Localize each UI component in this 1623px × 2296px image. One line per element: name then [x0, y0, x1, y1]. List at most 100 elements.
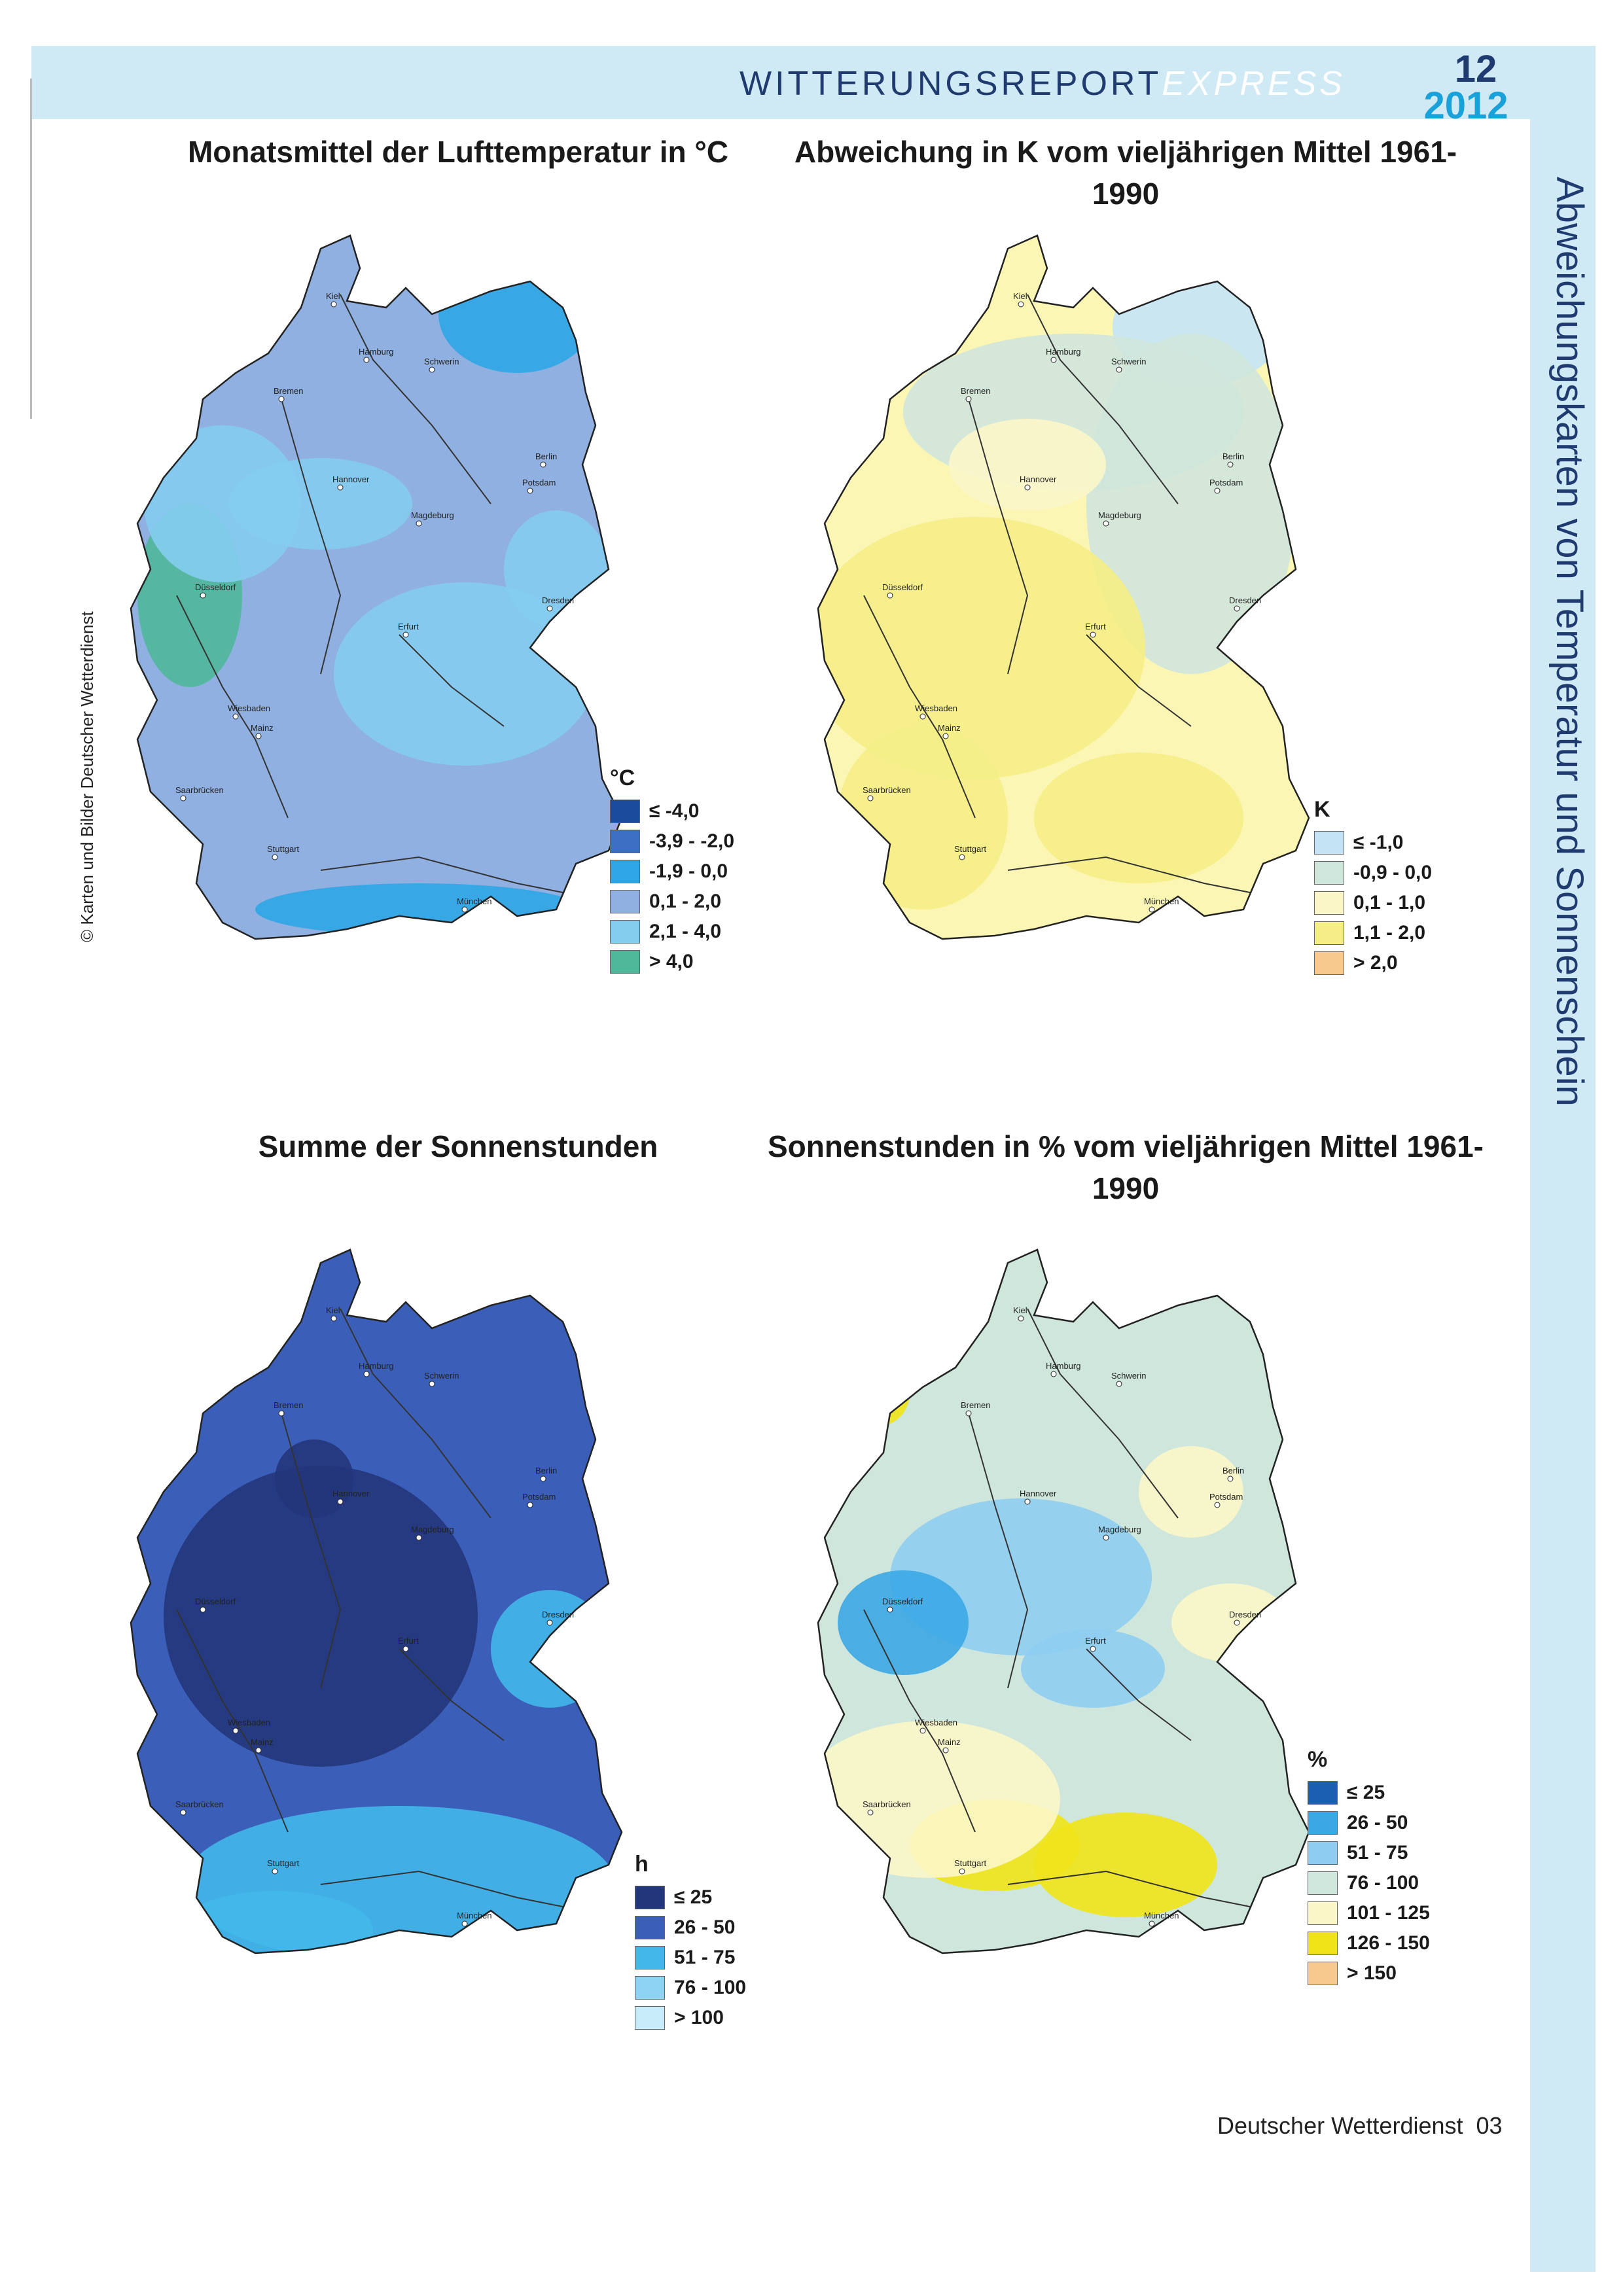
value-region	[838, 1570, 969, 1675]
value-region	[164, 1466, 478, 1767]
city-marker	[272, 1868, 278, 1875]
country-border	[130, 1248, 623, 1954]
city-label: Hamburg	[1046, 347, 1080, 357]
report-title-suffix: EXPRESS	[1162, 65, 1346, 103]
value-region	[491, 1590, 609, 1708]
legend-swatch	[610, 890, 640, 913]
city-label: Stuttgart	[267, 1858, 300, 1868]
city-label: Wiesbaden	[915, 1718, 957, 1727]
city-marker	[402, 631, 409, 638]
city-label: Wiesbaden	[228, 703, 270, 713]
legend-item: 51 - 75	[635, 1943, 746, 1973]
sunshine-map: Kiel Hamburg Schwerin Bremen Berlin Potsdam Ha…	[130, 1248, 623, 1954]
report-title: WITTERUNGSREPORTEXPRESS	[740, 64, 1346, 103]
legend-item: 26 - 50	[635, 1913, 746, 1943]
city-label: Hannover	[332, 474, 370, 484]
legend-swatch	[1308, 1901, 1338, 1925]
city-label: Saarbrücken	[863, 1799, 911, 1809]
city-marker	[330, 301, 337, 308]
value-region	[177, 1891, 373, 1953]
city-label: Schwerin	[1111, 1371, 1146, 1381]
legend-item: 51 - 75	[1308, 1838, 1430, 1868]
river-line	[1086, 1648, 1192, 1741]
legend-label: 0,1 - 1,0	[1353, 892, 1426, 913]
value-region	[1139, 1446, 1243, 1538]
legend-item: > 150	[1308, 1958, 1430, 1988]
legend-label: > 4,0	[649, 951, 694, 972]
legend-item: ≤ 25	[635, 1882, 746, 1913]
legend-label: ≤ -4,0	[649, 800, 700, 822]
river-line	[1007, 1870, 1270, 1911]
city-label: Wiesbaden	[915, 703, 957, 713]
river-line	[340, 1308, 491, 1519]
legend-swatch	[635, 1946, 665, 1969]
city-marker	[965, 396, 972, 402]
city-label: Düsseldorf	[195, 1597, 236, 1606]
river-line	[176, 595, 289, 819]
city-marker	[200, 592, 206, 599]
legend-item: 1,1 - 2,0	[1314, 918, 1432, 948]
legend-label: 51 - 75	[1347, 1842, 1408, 1863]
city-marker	[330, 1315, 337, 1322]
city-label: Mainz	[251, 1737, 274, 1747]
city-marker	[278, 396, 285, 402]
city-label: Dresden	[542, 595, 574, 605]
value-region	[1034, 752, 1243, 883]
city-label: Mainz	[251, 723, 274, 733]
city-marker	[1227, 1475, 1234, 1482]
temperature-deviation-map: Kiel Hamburg Schwerin Bremen Berlin Potsdam Ha…	[817, 234, 1310, 940]
legend-swatch	[1308, 1841, 1338, 1865]
city-label: Potsdam	[1209, 478, 1243, 487]
city-label: Bremen	[961, 386, 991, 396]
city-label: Kiel	[1013, 1305, 1027, 1315]
legend-item: 2,1 - 4,0	[610, 917, 734, 947]
city-marker	[180, 1809, 187, 1816]
city-label: München	[1144, 896, 1179, 906]
value-region	[144, 425, 301, 582]
legend-label: ≤ -1,0	[1353, 832, 1404, 853]
legend-label: 101 - 125	[1347, 1902, 1430, 1924]
germany-territory	[131, 236, 622, 939]
city-marker	[546, 1619, 553, 1626]
city-label: Berlin	[1222, 451, 1244, 461]
city-label: Hamburg	[359, 347, 393, 357]
city-marker	[461, 1920, 468, 1927]
value-region	[275, 1439, 353, 1518]
legend-item: 0,1 - 1,0	[1314, 888, 1432, 918]
city-label: Hamburg	[359, 1361, 393, 1371]
value-region	[818, 517, 1145, 779]
legend-label: ≤ 25	[674, 1886, 713, 1908]
city-label: Stuttgart	[954, 844, 987, 854]
value-region	[1021, 1629, 1165, 1708]
temperature-legend: °C ≤ -4,0 -3,9 - -2,0 -1,9 - 0,0 0,1 - 2,0 2,…	[610, 766, 734, 977]
city-marker	[180, 795, 187, 802]
issue-month: 12	[1454, 48, 1497, 90]
footer-publisher: Deutscher Wetterdienst	[1217, 2112, 1463, 2139]
city-marker	[272, 854, 278, 860]
city-marker	[919, 1727, 926, 1734]
sunshine-percent-legend: % ≤ 25 26 - 50 51 - 75 76 - 100 101 - 125 126 …	[1308, 1747, 1430, 1988]
map-title-temperature: Monatsmittel der Lufttemperatur in °C	[187, 135, 728, 169]
sidebar-band	[1530, 119, 1596, 2272]
legend-unit: h	[635, 1852, 649, 1877]
legend-swatch	[635, 1916, 665, 1939]
river-line	[399, 1648, 505, 1741]
legend-item: ≤ -4,0	[610, 796, 734, 826]
city-label: Hannover	[332, 1489, 370, 1498]
city-label: Dresden	[542, 1610, 574, 1619]
city-label: Erfurt	[398, 1636, 419, 1646]
city-marker	[232, 1727, 239, 1734]
value-region	[1171, 1583, 1289, 1662]
legend-item: 126 - 150	[1308, 1928, 1430, 1958]
city-label: Berlin	[535, 1466, 557, 1475]
legend-label: 2,1 - 4,0	[649, 921, 722, 942]
temperature-map: Kiel Hamburg Schwerin Bremen Berlin Potsdam Ha…	[130, 234, 623, 940]
legend-unit: %	[1308, 1747, 1328, 1772]
city-marker	[919, 713, 926, 720]
city-marker	[1018, 301, 1024, 308]
city-label: Schwerin	[1111, 357, 1146, 366]
city-label: München	[457, 1911, 491, 1920]
city-label: Saarbrücken	[863, 785, 911, 795]
river-line	[968, 1413, 1029, 1689]
city-marker	[1050, 1371, 1057, 1377]
